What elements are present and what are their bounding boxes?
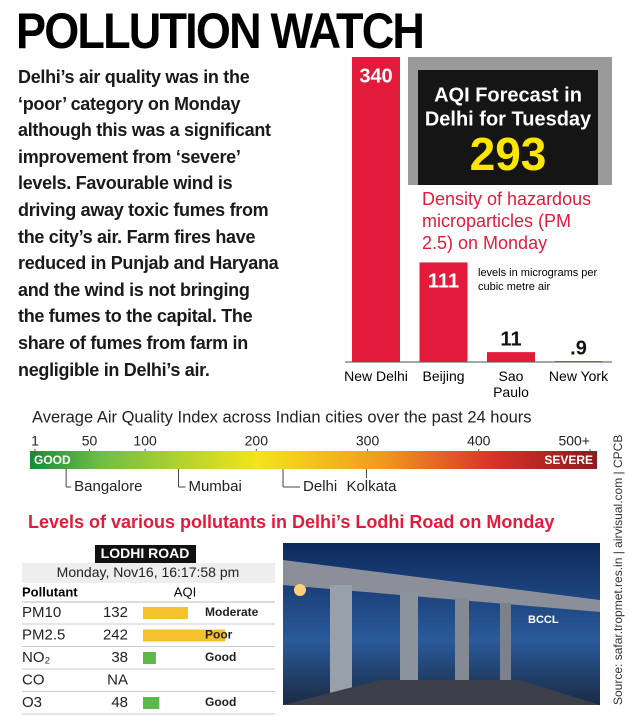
table-title: Levels of various pollutants in Delhi’s … xyxy=(28,512,554,532)
range-label: GOOD xyxy=(34,453,71,467)
category-label: New York xyxy=(548,368,609,384)
status: Good xyxy=(205,695,236,709)
pollutant: O3 xyxy=(22,694,42,711)
photo-credit: BCCL xyxy=(528,614,559,626)
value-label: 111 xyxy=(428,271,459,293)
column-header: Pollutant xyxy=(22,584,78,599)
source: Source: safar.tropmet.res.in | airvisual… xyxy=(611,435,625,705)
forecast-box xyxy=(418,70,598,185)
intro-line: reduced in Punjab and Haryana xyxy=(18,253,279,274)
chart-title: Density of hazardous microparticles (PM … xyxy=(422,189,592,253)
aqi-value: NA xyxy=(107,671,128,688)
category-label: New Delhi xyxy=(344,368,408,384)
aqi-value: 38 xyxy=(111,649,128,666)
aqi-value: 48 xyxy=(111,694,128,711)
city-label: Bangalore xyxy=(74,478,142,495)
pollutant: PM2.5 xyxy=(22,626,65,643)
aqi-value: 242 xyxy=(103,626,128,643)
bar xyxy=(352,57,400,363)
aqi-value: 132 xyxy=(103,604,128,621)
aqi-scale-bar xyxy=(30,451,597,469)
city-label: Delhi xyxy=(303,478,337,495)
pollutant: PM10 xyxy=(22,604,61,621)
intro-line: levels. Favourable wind is xyxy=(18,173,233,194)
x-tick-label: 1 xyxy=(31,433,39,449)
city-label: Kolkata xyxy=(346,478,397,495)
x-tick-label: 50 xyxy=(82,433,98,449)
pillar xyxy=(330,585,352,705)
title: POLLUTION WATCH xyxy=(16,3,425,59)
x-tick-label: 500+ xyxy=(558,433,590,449)
intro-line: although this was a significant xyxy=(18,120,271,141)
x-tick-label: 300 xyxy=(356,433,380,449)
range-label: SEVERE xyxy=(544,453,593,467)
value-label: .9 xyxy=(570,337,587,359)
intro-line: share of fumes from farm in xyxy=(18,332,248,353)
intro-line: the fumes to the capital. The xyxy=(18,306,253,327)
bar xyxy=(487,352,535,362)
intro: Delhi’s air quality was in the ‘poor’ cat… xyxy=(18,64,279,383)
value-label: 11 xyxy=(500,328,521,350)
intro-line: ‘poor’ category on Monday xyxy=(18,93,241,114)
category-label: Beijing xyxy=(422,368,465,384)
x-tick-label: 100 xyxy=(133,433,157,449)
forecast-value: 293 xyxy=(470,128,547,180)
intro-line: improvement from ‘severe’ xyxy=(18,146,241,167)
chart-subtitle: levels in micrograms per cubic metre air xyxy=(478,267,598,293)
pillar xyxy=(400,592,418,705)
intro-line: and the wind is not bringing xyxy=(18,279,250,300)
forecast-title: Delhi for Tuesday xyxy=(425,108,592,130)
timestamp-box xyxy=(22,563,275,583)
status: Poor xyxy=(205,628,233,642)
bar xyxy=(554,361,603,362)
aqi-bar xyxy=(143,607,188,619)
pillar xyxy=(455,598,469,705)
status: Moderate xyxy=(205,605,259,619)
aqi-bar xyxy=(143,652,156,664)
street-light xyxy=(294,584,306,596)
value-label: 340 xyxy=(359,65,392,87)
city-label: Mumbai xyxy=(188,478,241,495)
status: Good xyxy=(205,650,236,664)
intro-line: driving away toxic fumes from xyxy=(18,199,269,220)
photo xyxy=(283,543,600,705)
category-label: Sao Paulo xyxy=(493,368,529,400)
pillar xyxy=(500,603,511,705)
scale-title: Average Air Quality Index across Indian … xyxy=(32,408,532,426)
road xyxy=(283,680,600,705)
forecast-title: AQI Forecast in xyxy=(434,84,582,106)
pollutant: NO₂ xyxy=(22,649,51,666)
flyover xyxy=(283,560,600,612)
intro-line: negligible in Delhi’s air. xyxy=(18,359,210,380)
pollutant: CO xyxy=(22,671,45,688)
intro-line: Delhi’s air quality was in the xyxy=(18,67,250,87)
timestamp: Monday, Nov16, 16:17:58 pm xyxy=(57,564,240,580)
x-tick-label: 400 xyxy=(467,433,491,449)
intro-line: the city’s air. Farm fires have xyxy=(18,226,256,247)
column-header: AQI xyxy=(174,584,196,599)
x-tick-label: 200 xyxy=(245,433,269,449)
bar xyxy=(419,262,468,362)
aqi-bar xyxy=(143,697,160,709)
aqi-bar xyxy=(143,629,226,642)
station: LODHI ROAD xyxy=(101,545,190,561)
station-box xyxy=(95,545,196,563)
